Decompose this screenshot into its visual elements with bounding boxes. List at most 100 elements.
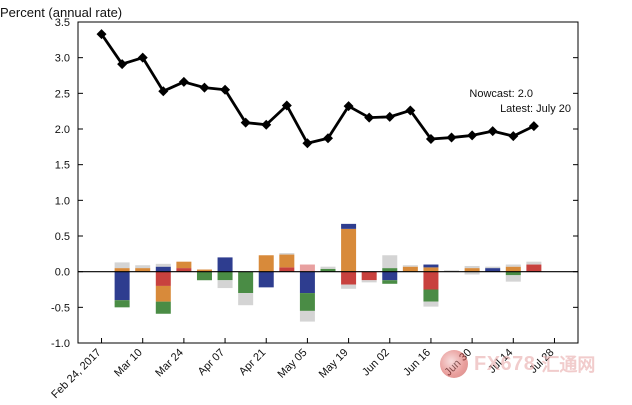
contribution-bar-segment — [505, 275, 521, 282]
nowcast-point — [487, 126, 498, 137]
nowcast-point — [302, 138, 313, 149]
contribution-bar-segment — [444, 270, 460, 272]
nowcast-point — [508, 131, 519, 142]
nowcast-point — [528, 121, 539, 132]
watermark: FX678 汇通网 — [440, 346, 630, 382]
contribution-bar-segment — [279, 254, 295, 268]
nowcast-point — [323, 133, 333, 144]
contribution-bar-segment — [485, 268, 501, 272]
x-tick-label: Jun 02 — [360, 347, 392, 379]
contribution-bar-segment — [299, 293, 315, 311]
contribution-bar-segment — [299, 310, 315, 322]
contribution-bar-segment — [258, 255, 274, 272]
contribution-bar-segment — [238, 271, 254, 294]
contribution-bar-segment — [279, 267, 295, 272]
x-tick-label: May 05 — [276, 347, 310, 381]
contribution-bar-segment — [464, 265, 480, 269]
contribution-bar-segment — [299, 271, 315, 294]
contribution-bar-segment — [423, 267, 439, 272]
contribution-bar-segment — [485, 266, 501, 269]
contribution-bar-segment — [196, 269, 212, 272]
nowcast-point — [467, 130, 478, 141]
contribution-bar-segment — [135, 268, 151, 272]
nowcast-point — [261, 119, 272, 130]
nowcast-series-line — [100, 33, 535, 145]
nowcast-point — [425, 133, 436, 144]
contribution-bar-segment — [382, 271, 398, 281]
contribution-bar-segment — [176, 261, 192, 269]
x-tick-label: Mar 10 — [112, 347, 145, 380]
latest-annotation: Latest: July 20 — [500, 103, 571, 115]
watermark-text-chinese: 汇通网 — [541, 355, 596, 375]
nowcast-point — [117, 59, 128, 70]
x-tick-label: Apr 07 — [196, 347, 227, 378]
contribution-bar-segment — [423, 289, 439, 302]
plot-frame — [77, 21, 579, 344]
contribution-bar-segment — [505, 266, 521, 272]
y-tick-label: -1.0 — [51, 338, 70, 350]
nowcast-point — [405, 105, 416, 116]
nowcast-point — [220, 84, 231, 95]
contribution-bar-segment — [382, 268, 398, 272]
contribution-bar-segment — [176, 268, 192, 272]
x-tick-label: Mar 24 — [153, 347, 186, 380]
contribution-bar-segment — [320, 266, 336, 269]
contribution-bar-segment — [423, 264, 439, 268]
contribution-bar-segment — [341, 284, 357, 289]
contribution-bar-segment — [155, 271, 171, 286]
contribution-bar-segment — [402, 265, 418, 267]
contribution-bar-segment — [135, 265, 151, 269]
contribution-bar-segment — [114, 271, 130, 301]
watermark-text: FX678 — [474, 352, 536, 375]
contribution-bar-segment — [217, 271, 233, 281]
contribution-bar-segment — [505, 271, 521, 276]
contribution-bar-segment — [155, 301, 171, 314]
contribution-bar-segment — [464, 271, 480, 275]
contribution-bar-segment — [196, 271, 212, 281]
contribution-bar-segment — [402, 266, 418, 272]
contribution-bar-segment — [217, 280, 233, 289]
y-tick-label: 2.0 — [55, 124, 70, 136]
contribution-bar-segment — [155, 263, 171, 267]
nowcast-point — [281, 100, 292, 111]
y-tick-label: 3.0 — [55, 53, 70, 65]
x-tick-label: Feb 24, 2017 — [49, 347, 103, 400]
nowcast-annotation: Nowcast: 2.0 — [469, 88, 533, 100]
contribution-bar-segment — [423, 301, 439, 307]
y-tick-label: 2.5 — [55, 88, 70, 100]
contribution-bar-segment — [217, 257, 233, 272]
nowcast-point — [384, 111, 395, 122]
contribution-bar-segment — [155, 266, 171, 272]
contribution-bar-segment — [238, 293, 254, 306]
nowcast-point — [364, 112, 375, 123]
x-tick-label: Apr 21 — [237, 347, 268, 378]
y-tick-label: 1.0 — [55, 195, 70, 207]
contribution-bar-segment — [114, 300, 130, 308]
nowcast-point — [240, 117, 251, 128]
contribution-bar-segment — [155, 285, 171, 302]
contribution-bar-segment — [320, 268, 336, 272]
contribution-bar-segment — [526, 261, 542, 265]
y-tick-label: 0.0 — [55, 267, 70, 279]
y-tick-label: 0.5 — [55, 231, 70, 243]
contribution-bar-segment — [423, 271, 439, 290]
y-tick-label: 1.5 — [55, 160, 70, 172]
x-tick-label: May 19 — [317, 347, 351, 381]
contribution-bar-segment — [279, 253, 295, 255]
contribution-bar-segment — [464, 268, 480, 272]
y-axis-label: Percent (annual rate) — [0, 5, 122, 20]
nowcast-point — [158, 86, 169, 97]
x-tick-label: Jun 16 — [401, 347, 433, 379]
nowcast-point — [199, 82, 210, 93]
contribution-bar-segment — [341, 271, 357, 285]
nowcast-point — [178, 76, 189, 87]
contribution-bar-segment — [382, 255, 398, 269]
nowcast-point — [137, 52, 148, 63]
contribution-bar-segment — [382, 280, 398, 284]
contribution-bar-segment — [505, 264, 521, 267]
nowcast-point — [96, 29, 107, 40]
nowcast-point — [343, 101, 354, 112]
watermark-logo — [440, 350, 468, 378]
